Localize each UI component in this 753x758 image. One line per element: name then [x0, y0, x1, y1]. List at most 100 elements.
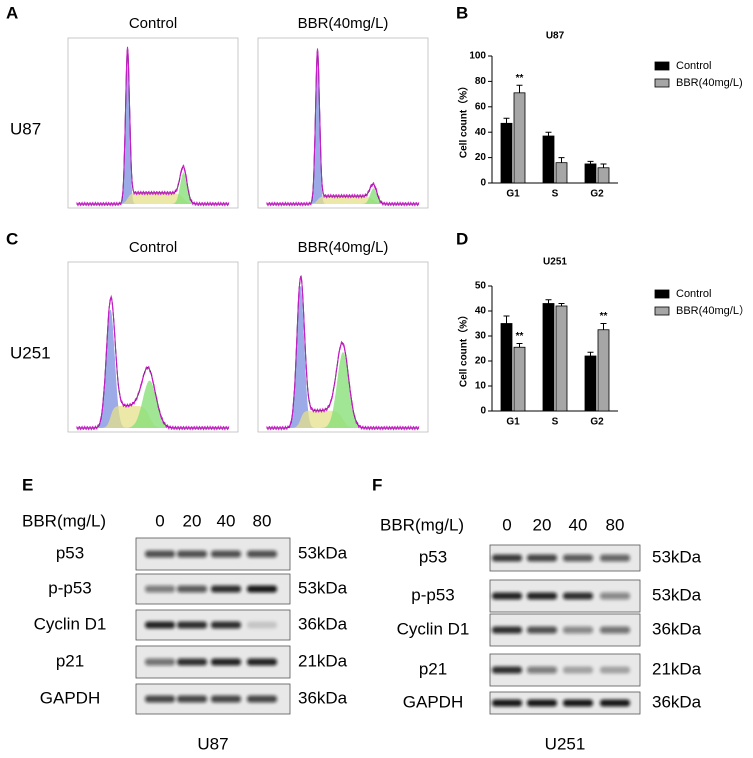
- histogram-frame: [67, 37, 239, 209]
- bar: [555, 305, 568, 412]
- size-label: 53kDa: [652, 547, 702, 566]
- error-bar: [503, 315, 510, 324]
- significance: **: [600, 311, 608, 322]
- cell-line-label: U87: [197, 734, 228, 753]
- bar: [513, 346, 526, 412]
- error-bar: [503, 117, 510, 124]
- blot-band: [600, 626, 630, 634]
- y-tick-label: 10: [475, 381, 487, 392]
- error-bar: [587, 351, 594, 356]
- blot-band: [600, 592, 630, 600]
- error-bar: [545, 299, 552, 304]
- error-bar: [600, 323, 607, 330]
- y-tick-label: 40: [475, 306, 487, 317]
- y-tick-label: 20: [475, 356, 487, 367]
- legend-swatch: [654, 61, 670, 71]
- y-tick-label: 0: [480, 406, 486, 417]
- dose-label: 40: [217, 511, 236, 530]
- panel-label: F: [372, 475, 382, 494]
- protein-label: GAPDH: [40, 688, 100, 707]
- blot-band: [563, 699, 593, 707]
- g1-area: [266, 285, 420, 428]
- protein-label: p53: [419, 547, 447, 566]
- blot-band: [527, 592, 557, 600]
- protein-label: p-p53: [411, 585, 454, 604]
- error-bar: [587, 160, 594, 164]
- bar: [542, 135, 555, 184]
- cell-line-label: U251: [545, 734, 586, 753]
- size-label: 21kDa: [298, 651, 348, 670]
- cell-line-label: U87: [10, 119, 41, 138]
- dose-label: 40: [569, 515, 588, 534]
- blot-band: [527, 626, 557, 634]
- blot-band: [177, 585, 207, 593]
- y-axis-label: Cell count（%）: [457, 310, 470, 387]
- y-tick-label: 0: [480, 178, 486, 189]
- dose-label: 0: [155, 511, 164, 530]
- blot-band: [563, 592, 593, 600]
- blot-band: [247, 621, 277, 629]
- fit-line: [266, 274, 420, 431]
- g2-area: [76, 380, 230, 428]
- s-area: [266, 196, 420, 204]
- condition-label: BBR(40mg/L): [298, 15, 389, 32]
- error-bar: [558, 157, 565, 163]
- error-bar: [545, 131, 552, 137]
- blot-band: [600, 554, 630, 562]
- histogram-line: [76, 48, 229, 205]
- condition-label: Control: [129, 239, 177, 256]
- blot-band: [211, 621, 241, 629]
- blot-band: [177, 695, 207, 703]
- error-bar: [516, 343, 523, 348]
- blot-band: [211, 585, 241, 593]
- blot-band: [247, 550, 277, 558]
- x-tick-label: G2: [590, 417, 604, 428]
- significance: **: [516, 73, 524, 84]
- legend-swatch: [654, 306, 670, 316]
- blot-band: [247, 585, 277, 593]
- x-tick-label: G1: [506, 417, 520, 428]
- g1-area: [76, 53, 230, 205]
- legend-swatch: [654, 289, 670, 299]
- panel-label: A: [6, 3, 18, 22]
- protein-label: p21: [419, 659, 447, 678]
- blot-band: [563, 666, 593, 674]
- panel-label: C: [6, 229, 18, 248]
- size-label: 36kDa: [652, 619, 702, 638]
- blot-band: [563, 554, 593, 562]
- blot-band: [563, 626, 593, 634]
- error-bar: [516, 84, 523, 93]
- bar: [542, 303, 555, 412]
- blot-band: [145, 585, 175, 593]
- dose-label: 0: [502, 515, 511, 534]
- blot-band: [527, 699, 557, 707]
- blot-band: [600, 666, 630, 674]
- panel-label: E: [22, 475, 33, 494]
- size-label: 53kDa: [298, 543, 348, 562]
- legend-label: BBR(40mg/L): [676, 77, 743, 89]
- blot-band: [177, 621, 207, 629]
- x-tick-label: S: [552, 189, 559, 200]
- y-tick-label: 80: [475, 76, 487, 87]
- blot-band: [492, 554, 522, 562]
- legend-label: Control: [676, 288, 711, 300]
- size-label: 36kDa: [298, 614, 348, 633]
- fit-line: [76, 46, 230, 207]
- histogram-line: [266, 49, 419, 205]
- bar: [597, 167, 610, 184]
- histogram-frame: [257, 37, 429, 209]
- blot-band: [145, 658, 175, 666]
- panel-label: D: [456, 229, 468, 248]
- blot-band: [527, 666, 557, 674]
- blot-band: [145, 695, 175, 703]
- x-tick-label: G2: [590, 189, 604, 200]
- chart-title: U251: [543, 257, 567, 268]
- protein-label: p53: [56, 543, 84, 562]
- bar: [513, 92, 526, 184]
- legend-label: BBR(40mg/L）: [676, 304, 750, 317]
- fit-line: [266, 48, 420, 207]
- protein-label: Cyclin D1: [34, 614, 107, 633]
- dose-label: 80: [253, 511, 272, 530]
- bar: [500, 323, 513, 412]
- protein-label: Cyclin D1: [397, 619, 470, 638]
